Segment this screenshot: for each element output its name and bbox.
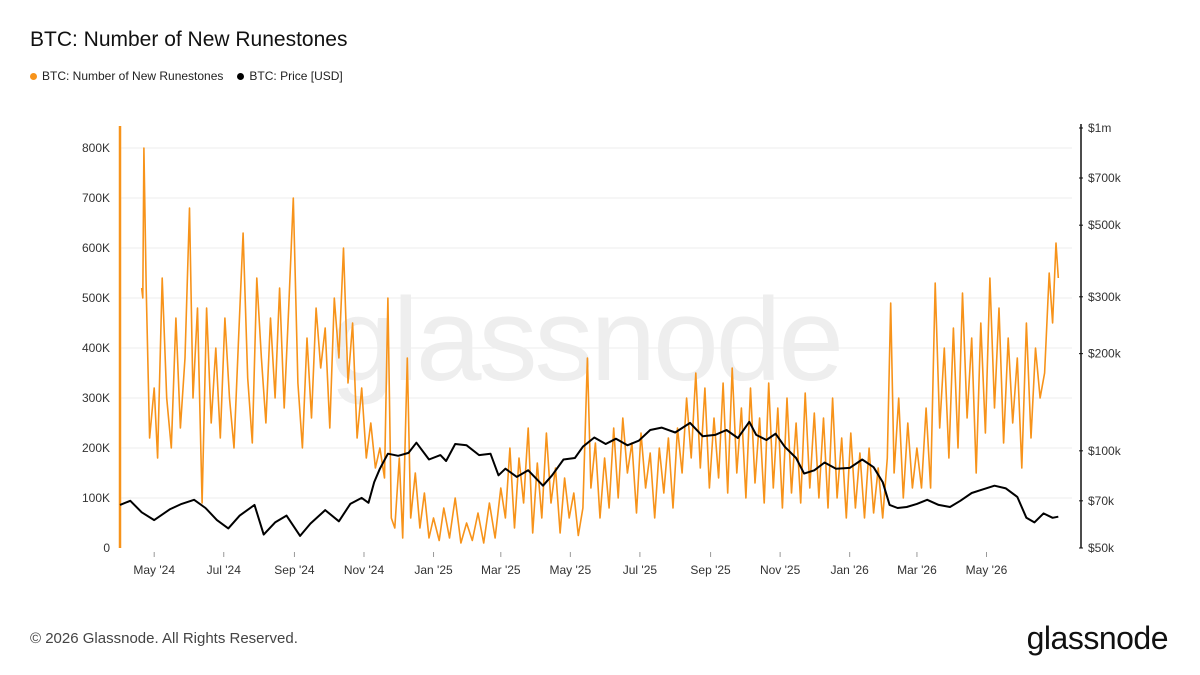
x-tick-label: Mar '25: [481, 563, 521, 577]
y-right-tick-label: $100k: [1088, 444, 1122, 458]
y-left-tick-label: 300K: [82, 391, 110, 405]
copyright-footer: © 2026 Glassnode. All Rights Reserved.: [30, 630, 298, 647]
y-left-tick-label: 100K: [82, 491, 110, 505]
y-right-tick-label: $300k: [1088, 290, 1122, 304]
x-tick-label: Sep '24: [274, 563, 315, 577]
y-right-tick-label: $50k: [1088, 541, 1115, 555]
x-tick-label: Jul '25: [623, 563, 658, 577]
legend-item-price[interactable]: BTC: Price [USD]: [237, 69, 343, 83]
legend-swatch-price: [237, 72, 245, 80]
x-tick-label: May '26: [966, 563, 1008, 577]
y-left-tick-label: 500K: [82, 291, 110, 305]
runestones-line[interactable]: [140, 147, 1060, 544]
legend-swatch-runestones: [30, 72, 37, 80]
y-right-tick-label: $500k: [1088, 218, 1122, 232]
y-left-tick-label: 600K: [82, 241, 110, 255]
chart-area[interactable]: 0 100K 200K 300K 400K 500K 600K 700K 800K $50k $70…: [0, 0, 1200, 600]
x-tick-label: Jul '24: [207, 563, 242, 577]
y-left-tick-label: 200K: [82, 441, 110, 455]
brand-logo: glassnode: [1026, 620, 1169, 656]
legend-item-runestones[interactable]: BTC: Number of New Runestones: [30, 69, 223, 83]
y-left-tick-label: 400K: [82, 341, 110, 355]
x-tick-label: May '25: [550, 563, 592, 577]
y-left-tick-label: 0: [103, 541, 110, 555]
x-tick-label: Nov '25: [760, 563, 801, 577]
x-tick-label: Jan '26: [831, 563, 870, 577]
y-left-tick-label: 800K: [82, 141, 110, 155]
y-left-tick-label: 700K: [82, 191, 110, 205]
legend-label-price: BTC: Price [USD]: [249, 69, 343, 83]
x-tick-label: Nov '24: [344, 563, 385, 577]
y-right-tick-label: $70k: [1088, 494, 1115, 508]
legend-label-runestones: BTC: Number of New Runestones: [42, 69, 224, 83]
price-line[interactable]: [119, 420, 1059, 537]
x-tick-label: Jan '25: [414, 563, 453, 577]
x-tick-label: Mar '26: [897, 563, 937, 577]
x-tick-label: Sep '25: [690, 563, 731, 577]
y-right-tick-label: $700k: [1088, 171, 1122, 185]
x-tick-label: May '24: [133, 563, 175, 577]
y-right-tick-label: $1m: [1088, 121, 1111, 135]
y-right-tick-label: $200k: [1088, 347, 1122, 361]
chart-title: BTC: Number of New Runestones: [30, 28, 348, 51]
legend: BTC: Number of New Runestones BTC: Price…: [30, 69, 343, 83]
